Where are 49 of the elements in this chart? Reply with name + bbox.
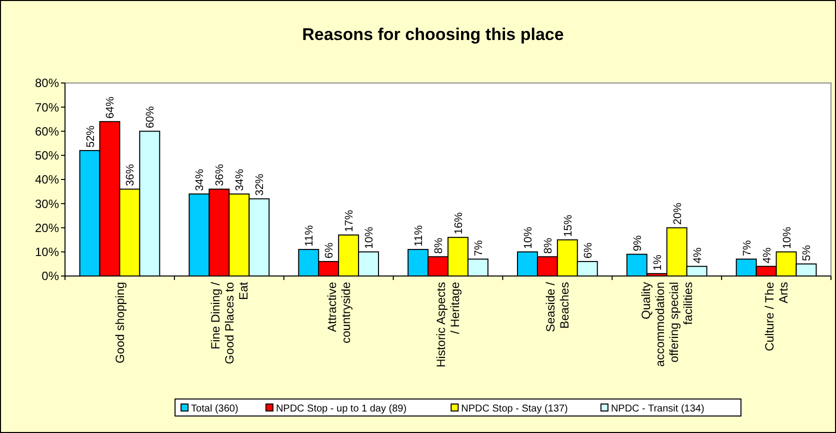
data-label: 4% [761,247,774,264]
x-tick-label: Culture / The Arts [762,282,790,352]
data-label: 52% [84,125,97,148]
legend-label: NPDC - Transit (134) [610,404,704,414]
data-label: 6% [582,242,594,259]
x-tick-label: Attractive countryside [324,282,353,344]
data-label: 36% [124,164,137,186]
data-label: 15% [562,214,574,237]
y-tick-label: 20% [34,220,60,235]
x-tick-label: Quality accommodation offering special facilities [639,282,696,367]
data-label: 10% [364,226,376,249]
data-label: 17% [344,210,356,232]
legend-label: NPDC Stop - up to 1 day (89) [276,404,407,414]
data-label: 11% [413,225,426,246]
y-tick-label: 80% [34,76,60,90]
data-label: 4% [692,247,704,264]
y-tick-label: 70% [34,100,60,114]
x-tick-label: Seaside / Beaches [544,281,572,332]
data-label: 8% [542,238,554,254]
legend-label: NPDC Stop - Stay (137) [461,404,568,414]
y-tick-label: 30% [34,196,60,211]
data-label: 11% [304,225,316,246]
data-label: 5% [801,244,814,261]
data-label: 64% [104,96,117,119]
y-tick-label: 60% [34,124,60,138]
x-tick-label: Historic Aspects / Heritage [434,282,462,368]
data-label: 7% [472,240,485,256]
data-label: 34% [194,168,206,191]
data-label: 6% [324,242,336,259]
data-label: 1% [652,254,664,271]
x-tick-label: Good shopping [112,282,127,364]
chart-title: Reasons for choosing this place [302,25,564,44]
data-label: 9% [632,235,644,252]
data-label: 7% [741,240,754,256]
data-label: 34% [234,168,246,191]
data-label: 32% [254,174,266,196]
data-label: 16% [452,212,465,234]
legend-label: Total (360) [191,404,238,414]
data-label: 10% [781,226,794,249]
y-tick-label: 50% [34,148,60,163]
data-label: 36% [214,164,226,186]
y-tick-label: 10% [34,245,60,260]
data-label: 20% [672,202,684,225]
y-tick-label: 0% [42,269,60,284]
x-tick-label: Fine Dining / Good Places to Eat [208,281,250,364]
data-label: 8% [433,238,446,254]
y-tick-label: 40% [34,172,60,187]
data-label: 10% [522,226,534,249]
data-label: 60% [144,106,157,128]
